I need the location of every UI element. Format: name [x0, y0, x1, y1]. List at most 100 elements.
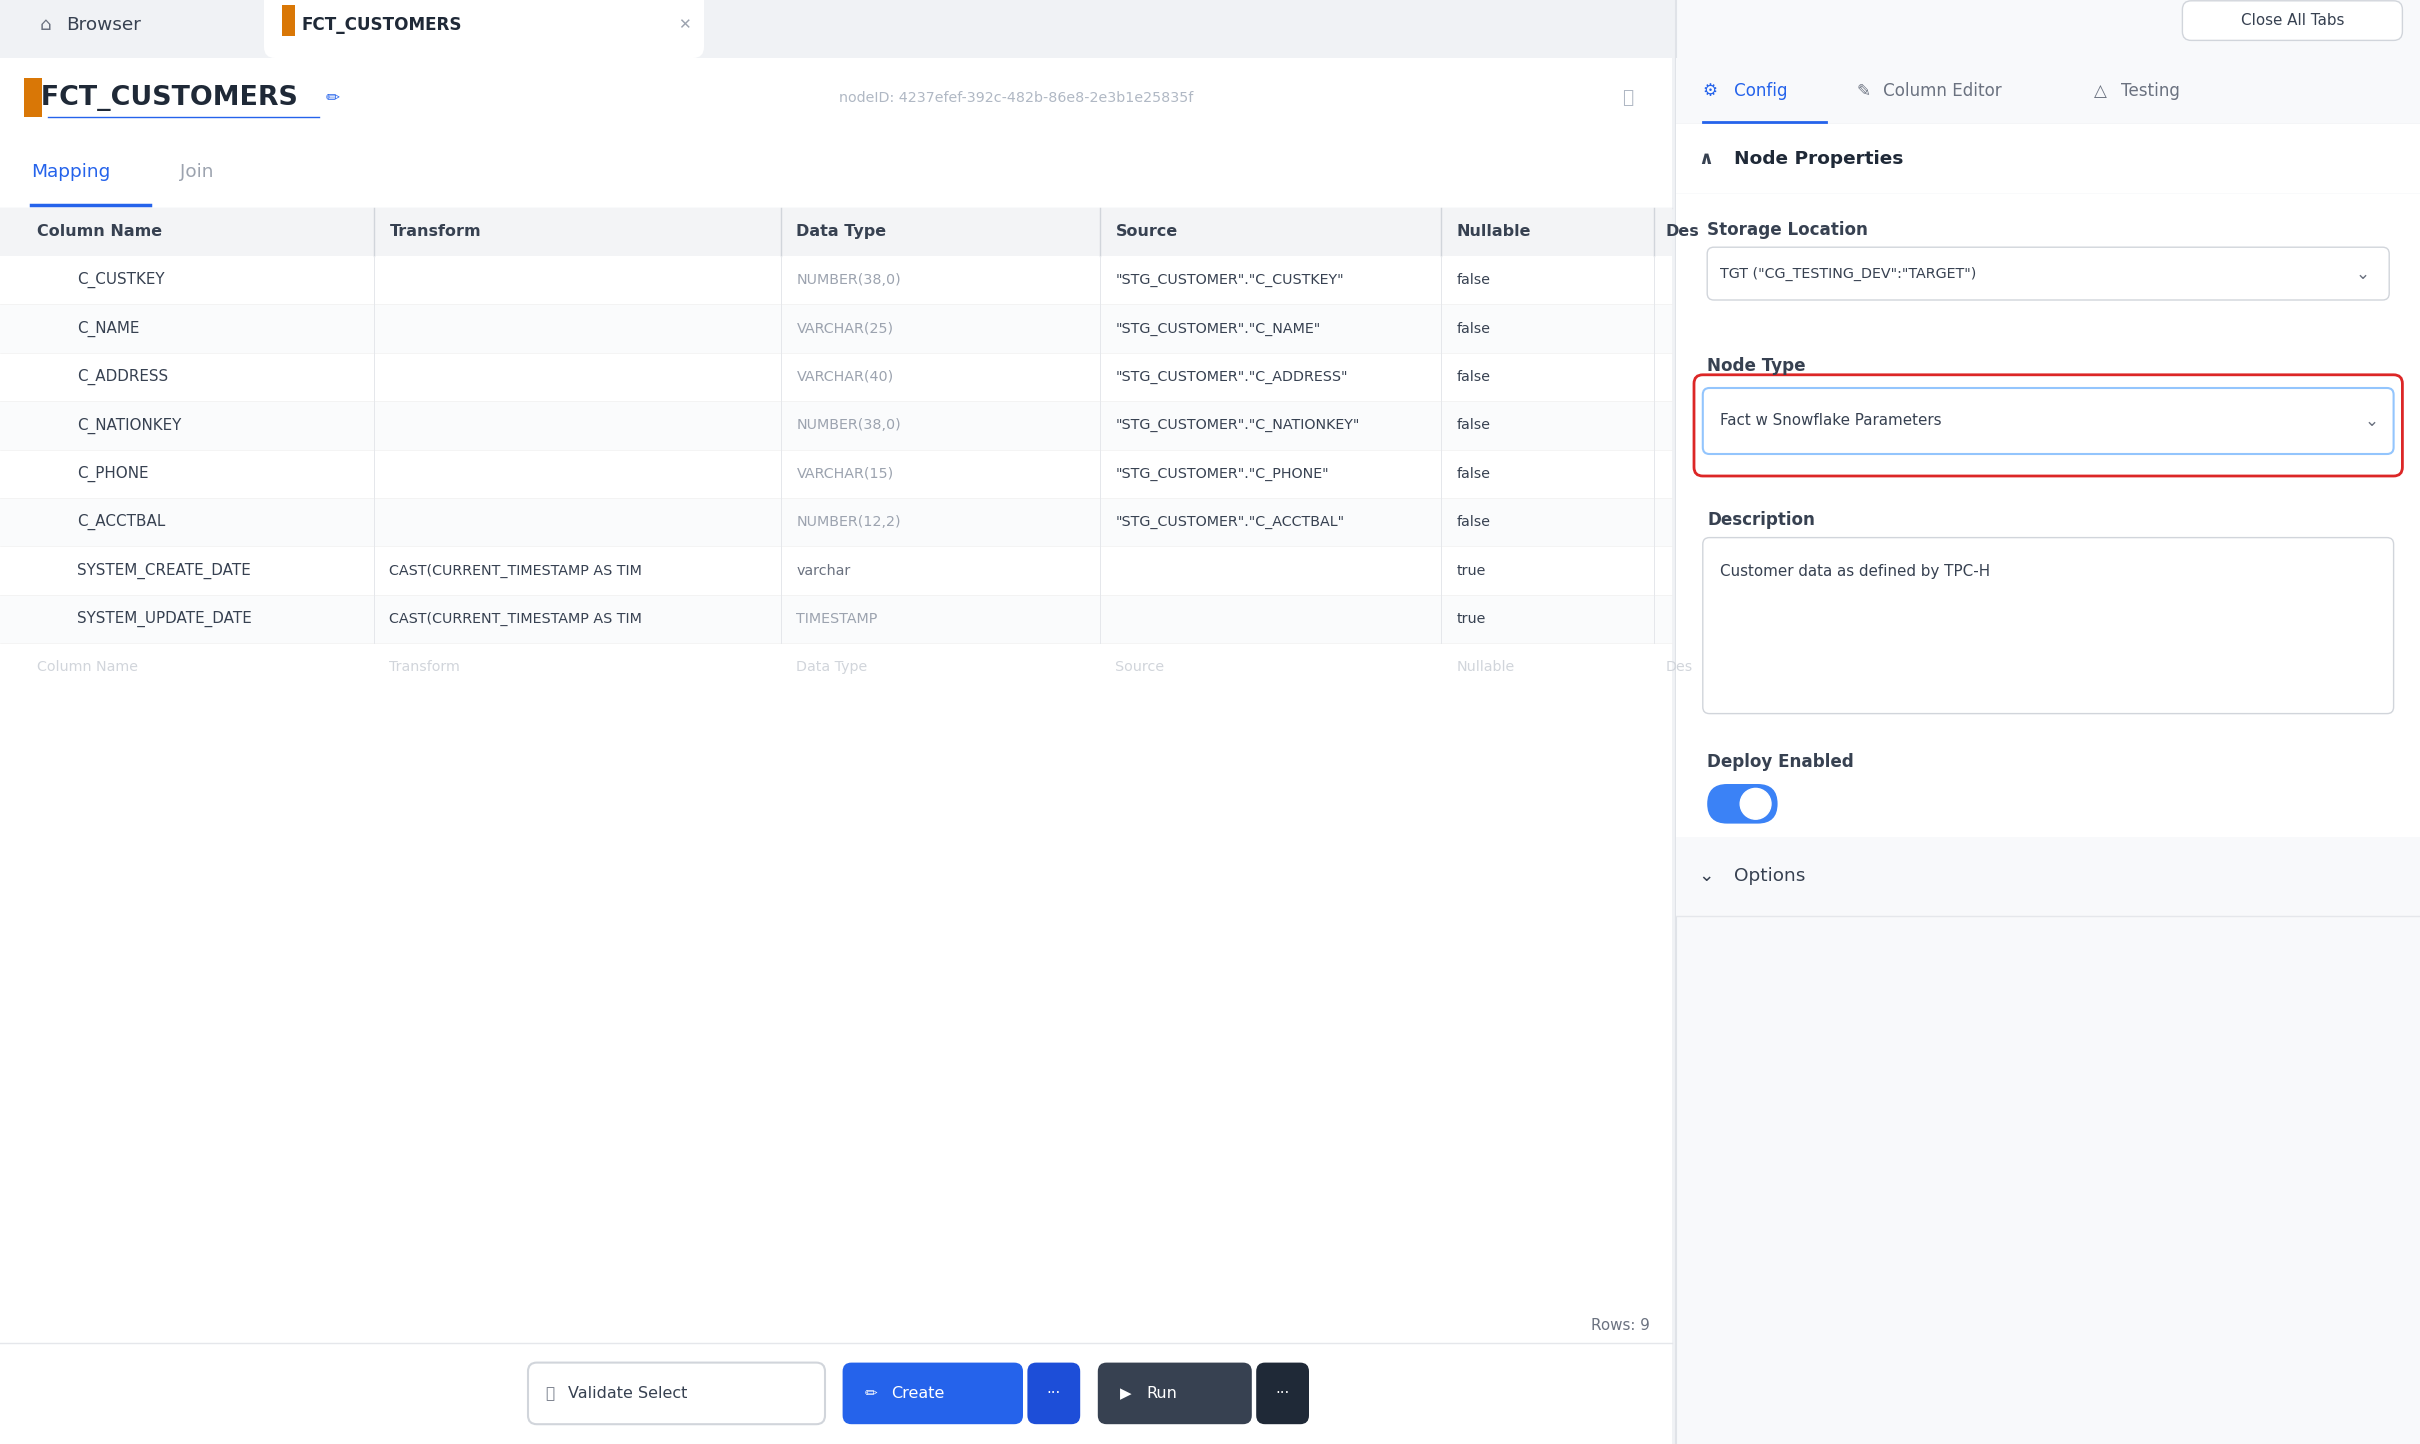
FancyBboxPatch shape [842, 1363, 1024, 1424]
Text: Data Type: Data Type [796, 660, 869, 674]
Text: Transform: Transform [390, 660, 460, 674]
Text: TIMESTAMP: TIMESTAMP [796, 612, 878, 627]
Text: Join: Join [182, 163, 213, 182]
Text: Column Name: Column Name [36, 660, 138, 674]
Text: Nullable: Nullable [1457, 224, 1532, 240]
Text: C_NATIONKEY: C_NATIONKEY [77, 417, 182, 433]
Bar [0, 256, 1672, 305]
Text: VARCHAR(25): VARCHAR(25) [796, 322, 893, 335]
Text: Node Properties: Node Properties [1733, 150, 1902, 168]
Text: FCT_CUSTOMERS: FCT_CUSTOMERS [22, 85, 298, 111]
Text: ✕: ✕ [678, 17, 690, 33]
Text: C_ACCTBAL: C_ACCTBAL [77, 514, 165, 530]
Bar [0, 0, 2420, 58]
Text: Options: Options [1733, 868, 1805, 885]
Text: ∧: ∧ [1699, 150, 1713, 168]
Text: Description: Description [1706, 511, 1815, 529]
Text: Des: Des [1665, 660, 1692, 674]
FancyBboxPatch shape [1704, 388, 2393, 453]
Text: varchar: varchar [796, 563, 852, 578]
Bar [1677, 58, 2420, 124]
Text: NUMBER(12,2): NUMBER(12,2) [796, 516, 900, 529]
Text: Source: Source [1116, 660, 1164, 674]
Text: false: false [1457, 419, 1491, 432]
Text: ✎: ✎ [1856, 82, 1871, 100]
Text: SYSTEM_UPDATE_DATE: SYSTEM_UPDATE_DATE [77, 611, 252, 627]
Text: false: false [1457, 322, 1491, 335]
Bar [0, 1343, 1672, 1444]
Text: Mapping: Mapping [31, 163, 109, 182]
Bar [0, 449, 1672, 498]
FancyBboxPatch shape [1704, 537, 2393, 713]
Bar [24, 78, 41, 117]
Text: "STG_CUSTOMER"."C_ADDRESS": "STG_CUSTOMER"."C_ADDRESS" [1116, 370, 1348, 384]
Text: Column Name: Column Name [36, 224, 162, 240]
Text: Column Editor: Column Editor [1883, 82, 2001, 100]
Text: ···: ··· [1048, 1386, 1060, 1401]
Text: "STG_CUSTOMER"."C_CUSTKEY": "STG_CUSTOMER"."C_CUSTKEY" [1116, 273, 1343, 287]
Bar [1677, 838, 2420, 915]
Text: NUMBER(38,0): NUMBER(38,0) [796, 273, 900, 287]
Bar [0, 352, 1672, 401]
Text: C_ADDRESS: C_ADDRESS [77, 368, 167, 386]
Text: Config: Config [1733, 82, 1786, 100]
FancyBboxPatch shape [1028, 1363, 1079, 1424]
Text: C_CUSTKEY: C_CUSTKEY [77, 271, 165, 289]
Bar [1677, 124, 2420, 195]
FancyBboxPatch shape [1099, 1363, 1251, 1424]
Text: Node Type: Node Type [1706, 357, 1805, 375]
Text: ⌂: ⌂ [39, 16, 51, 35]
FancyBboxPatch shape [1694, 375, 2403, 477]
Text: VARCHAR(15): VARCHAR(15) [796, 466, 893, 481]
Text: ⌄: ⌄ [1699, 868, 1713, 885]
Bar [0, 208, 1672, 256]
Text: Close All Tabs: Close All Tabs [2241, 13, 2345, 27]
Text: Validate Select: Validate Select [569, 1386, 687, 1401]
Text: false: false [1457, 273, 1491, 287]
Text: Des: Des [1665, 224, 1699, 240]
FancyBboxPatch shape [1706, 784, 1779, 823]
FancyBboxPatch shape [1706, 247, 2389, 300]
Text: Storage Location: Storage Location [1706, 221, 1868, 238]
Text: SYSTEM_CREATE_DATE: SYSTEM_CREATE_DATE [77, 563, 252, 579]
Text: VARCHAR(40): VARCHAR(40) [796, 370, 893, 384]
Bar [0, 66, 1672, 1343]
Text: "STG_CUSTOMER"."C_PHONE": "STG_CUSTOMER"."C_PHONE" [1116, 466, 1329, 481]
Text: Transform: Transform [390, 224, 482, 240]
Text: ✏: ✏ [864, 1386, 876, 1401]
Text: Source: Source [1116, 224, 1179, 240]
FancyBboxPatch shape [264, 0, 704, 58]
Bar [0, 546, 1672, 595]
Text: true: true [1457, 563, 1486, 578]
Bar [0, 498, 1672, 546]
Text: false: false [1457, 516, 1491, 529]
Bar [0, 305, 1672, 352]
Bar [0, 643, 1672, 692]
Text: C_PHONE: C_PHONE [77, 466, 148, 482]
Bar [281, 6, 295, 36]
Text: nodeID: 4237efef-392c-482b-86e8-2e3b1e25835f: nodeID: 4237efef-392c-482b-86e8-2e3b1e25… [840, 91, 1193, 104]
Bar [1677, 331, 2420, 490]
Text: "STG_CUSTOMER"."C_NAME": "STG_CUSTOMER"."C_NAME" [1116, 322, 1321, 335]
Text: C_NAME: C_NAME [77, 321, 140, 336]
Text: Testing: Testing [2120, 82, 2180, 100]
Text: △: △ [2093, 82, 2108, 100]
Text: CAST(CURRENT_TIMESTAMP AS TIM: CAST(CURRENT_TIMESTAMP AS TIM [390, 612, 641, 627]
Circle shape [1740, 788, 1771, 819]
Bar [0, 58, 1672, 1444]
Text: Run: Run [1147, 1386, 1176, 1401]
Text: ▶: ▶ [1120, 1386, 1133, 1401]
Text: ✏: ✏ [327, 88, 339, 107]
Bar [0, 401, 1672, 449]
Bar [0, 0, 264, 58]
FancyBboxPatch shape [1256, 1363, 1309, 1424]
Text: Rows: 9: Rows: 9 [1590, 1318, 1650, 1333]
Text: Browser: Browser [65, 16, 140, 35]
Bar [1677, 726, 2420, 838]
Bar [0, 595, 1672, 643]
Text: TGT ("CG_TESTING_DEV":"TARGET"): TGT ("CG_TESTING_DEV":"TARGET") [1721, 267, 1977, 280]
Text: false: false [1457, 370, 1491, 384]
Text: CAST(CURRENT_TIMESTAMP AS TIM: CAST(CURRENT_TIMESTAMP AS TIM [390, 563, 641, 578]
Text: Create: Create [891, 1386, 944, 1401]
Bar [1677, 0, 2420, 1444]
